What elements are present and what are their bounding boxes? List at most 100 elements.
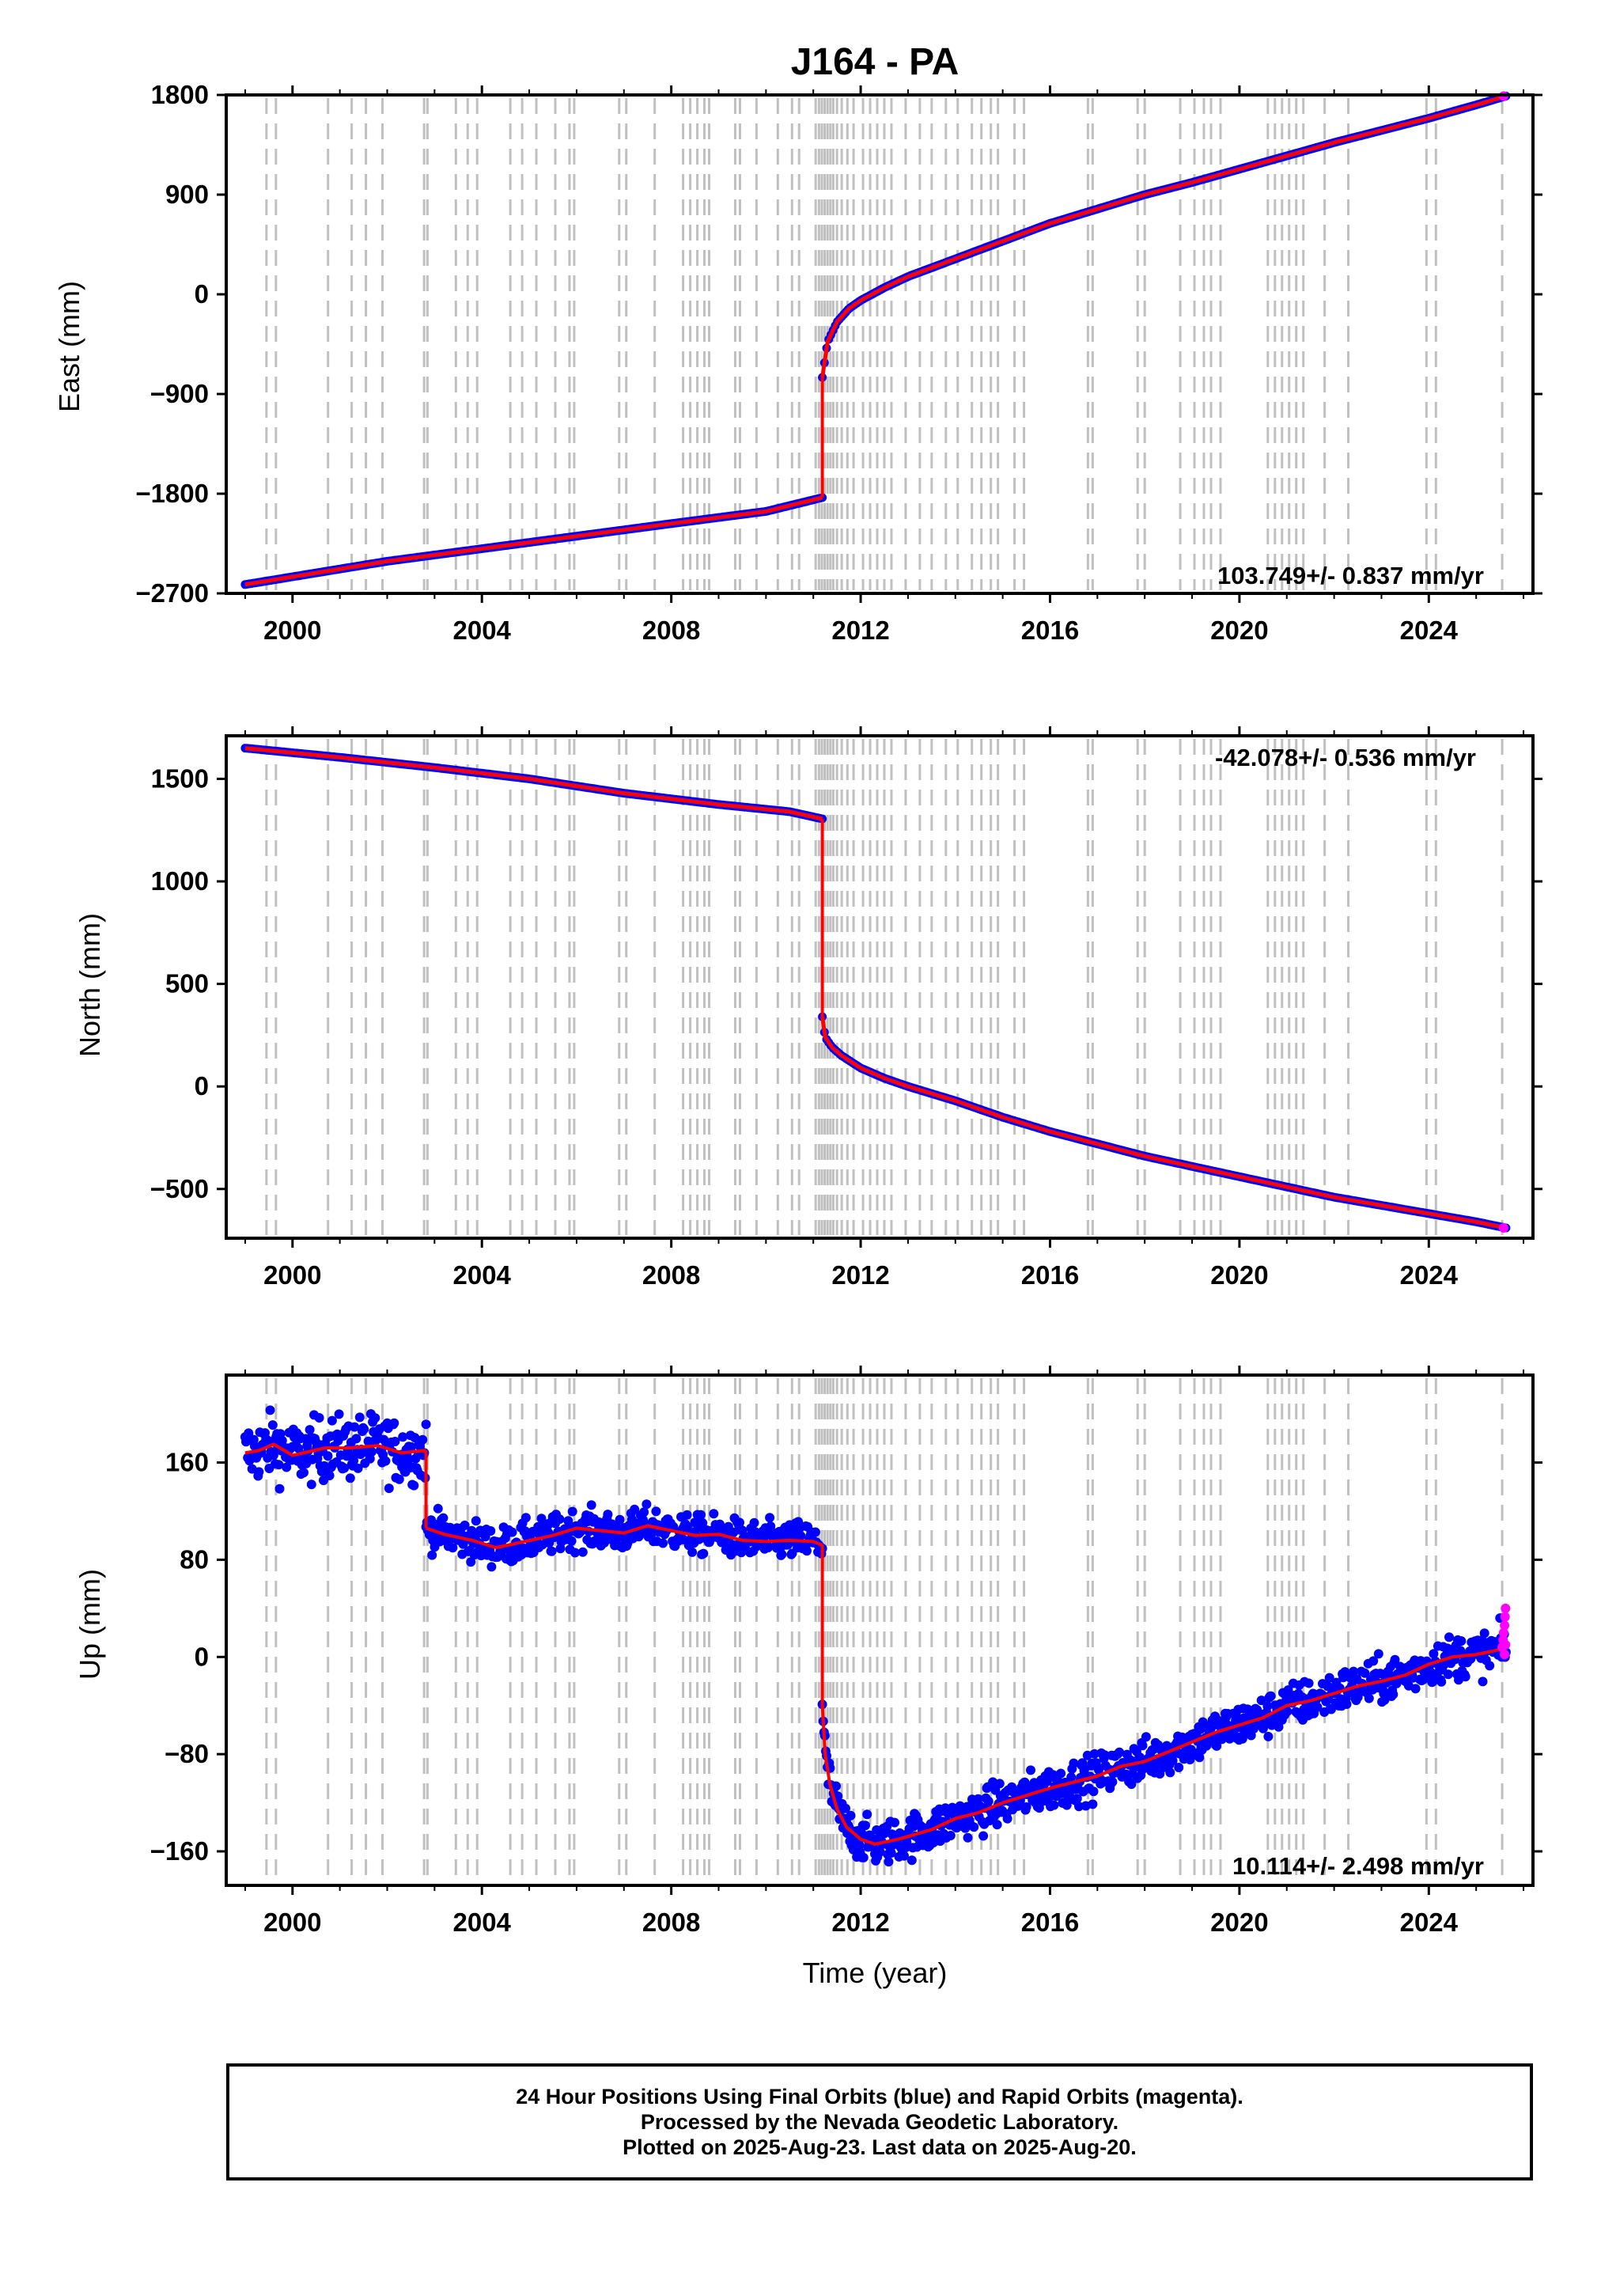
up-data-point	[777, 1549, 787, 1559]
up-rapid-point	[1500, 1620, 1510, 1631]
up-data-point	[1256, 1695, 1266, 1706]
up-rapid-point	[1500, 1612, 1510, 1622]
up-data-point	[841, 1803, 850, 1813]
up-data-point	[1436, 1677, 1447, 1687]
up-rapid-point	[1500, 1650, 1510, 1660]
footer-line-plotted: Plotted on 2025-Aug-23. Last data on 202…	[623, 2135, 1137, 2159]
up-data-point	[1062, 1800, 1072, 1810]
up-data-point	[846, 1810, 856, 1821]
up-velocity-label: 10.114+/- 2.498 mm/yr	[1232, 1852, 1484, 1880]
up-data-point	[1364, 1693, 1374, 1703]
up-data-point	[460, 1520, 470, 1530]
up-data-point	[875, 1847, 885, 1857]
up-data-point	[249, 1441, 259, 1451]
east-step-lines	[265, 98, 1504, 590]
up-data-point	[1069, 1758, 1079, 1768]
up-data-point	[407, 1442, 417, 1452]
up-data-point	[1388, 1689, 1399, 1699]
east-model-line	[244, 94, 1507, 587]
up-data-point	[1342, 1699, 1352, 1709]
up-data-point	[682, 1510, 692, 1520]
up-data-point	[1263, 1731, 1274, 1741]
up-data-point	[520, 1513, 531, 1523]
up-data-point	[1174, 1763, 1184, 1772]
up-rapid-point	[1498, 1627, 1508, 1638]
east-model-segment	[244, 495, 823, 587]
up-data-point	[1479, 1628, 1489, 1639]
north-panel: 1500 1000 500 0 −500 2000 2004 2008 2012 2016 202…	[74, 726, 1542, 1290]
up-data-point	[983, 1796, 994, 1806]
north-x-tick-label: 2016	[1021, 1260, 1079, 1290]
up-y-tick-label: 80	[180, 1544, 209, 1574]
up-data-point	[433, 1503, 443, 1514]
up-data-point	[577, 1547, 588, 1557]
north-model-segment	[244, 746, 823, 821]
up-data-point	[1460, 1672, 1470, 1682]
up-frame-rect	[225, 1373, 1535, 1887]
up-data-point	[1373, 1649, 1383, 1659]
up-data-point	[421, 1419, 431, 1430]
up-data-point	[351, 1434, 361, 1444]
east-x-tick-label: 2020	[1210, 616, 1268, 645]
up-data-point	[884, 1857, 894, 1867]
chart-title: J164 - PA	[791, 41, 959, 83]
east-x-tick-label: 2016	[1021, 616, 1079, 645]
up-data-point	[563, 1516, 573, 1526]
east-x-tick-label: 2008	[642, 616, 700, 645]
up-data-point	[615, 1514, 625, 1525]
north-y-tick-label: 0	[195, 1071, 209, 1101]
up-data-point	[1056, 1768, 1066, 1779]
up-data-point	[327, 1415, 337, 1426]
up-data-point	[1002, 1813, 1012, 1824]
up-data-point	[1115, 1747, 1125, 1757]
up-data-point	[305, 1425, 315, 1435]
up-x-tick-label: 2024	[1400, 1908, 1459, 1937]
up-data-point	[638, 1515, 648, 1525]
up-data-point	[642, 1499, 652, 1510]
up-data-point	[274, 1483, 285, 1494]
up-data-point	[314, 1413, 324, 1423]
east-y-tick-label: −900	[150, 379, 209, 408]
up-data-point	[554, 1514, 565, 1525]
east-x-tick-label: 2000	[263, 616, 321, 645]
up-data-point	[254, 1467, 264, 1477]
up-data-point	[265, 1405, 275, 1415]
up-data-point	[603, 1510, 613, 1520]
east-x-tick-label: 2012	[831, 616, 889, 645]
up-data-point	[1266, 1691, 1276, 1701]
up-data-point	[1094, 1765, 1103, 1775]
up-data-point	[566, 1536, 577, 1546]
up-data-point	[1456, 1636, 1467, 1646]
north-rapid-orbit-points	[1498, 1223, 1508, 1233]
footer-line-processed: Processed by the Nevada Geodetic Laborat…	[640, 2110, 1119, 2134]
east-y-tick-label: 1800	[151, 80, 209, 109]
up-data-point	[486, 1526, 496, 1536]
up-model-line	[244, 1442, 1508, 1846]
up-data-point	[1141, 1732, 1151, 1742]
x-axis-label: Time (year)	[803, 1957, 948, 1989]
up-data-point	[398, 1432, 408, 1442]
up-rapid-point	[1501, 1603, 1511, 1613]
up-data-point	[438, 1513, 449, 1523]
north-x-tick-label: 2000	[263, 1260, 321, 1290]
up-data-point	[899, 1851, 909, 1861]
up-data-point	[359, 1424, 369, 1434]
up-data-point	[810, 1527, 820, 1537]
up-data-point	[796, 1531, 806, 1541]
east-velocity-label: 103.749+/- 0.837 mm/yr	[1217, 562, 1484, 589]
up-data-point	[969, 1822, 979, 1832]
up-y-tick-label: 160	[165, 1448, 209, 1477]
up-data-point	[1049, 1800, 1059, 1810]
up-data-point	[1195, 1724, 1205, 1734]
north-x-tick-label: 2012	[831, 1260, 889, 1290]
up-data-point	[858, 1852, 869, 1862]
up-data-point	[709, 1509, 719, 1519]
up-data-point	[765, 1513, 775, 1523]
up-data-point	[651, 1506, 661, 1517]
up-data-point	[1089, 1749, 1100, 1759]
east-x-tick-label: 2004	[453, 616, 512, 645]
east-y-tick-label: 900	[165, 180, 209, 209]
